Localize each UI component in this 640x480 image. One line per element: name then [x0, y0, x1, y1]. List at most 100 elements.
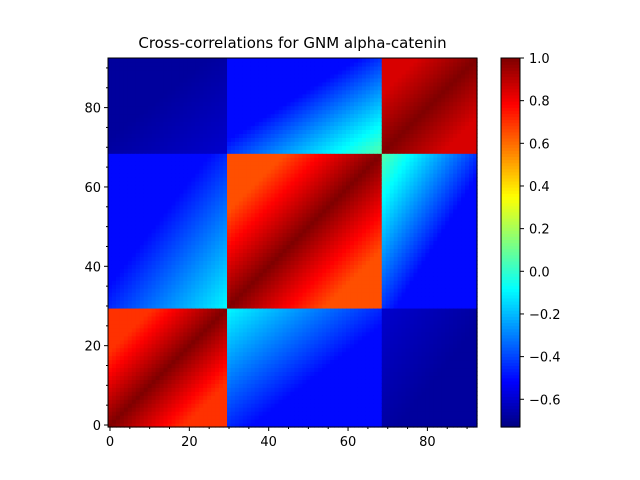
heatmap-cell [111, 161, 117, 166]
heatmap-cell [199, 315, 204, 321]
heatmap-cell [171, 399, 177, 404]
heatmap-cell [294, 371, 300, 377]
heatmap-cell [246, 137, 252, 142]
heatmap-cell [135, 395, 141, 400]
heatmap-cell [108, 423, 113, 428]
heatmap-cell [266, 387, 272, 392]
heatmap-cell [242, 204, 248, 210]
heatmap-cell [119, 351, 125, 357]
heatmap-cell [266, 153, 272, 158]
heatmap-cell [258, 351, 264, 357]
heatmap-cell [246, 85, 252, 91]
heatmap-cell [318, 319, 323, 325]
heatmap-cell [298, 355, 304, 361]
heatmap-cell [219, 196, 224, 202]
heatmap-cell [219, 69, 224, 75]
heatmap-cell [294, 89, 300, 95]
heatmap-cell [131, 113, 137, 119]
heatmap-cell [139, 367, 145, 373]
heatmap-cell [191, 423, 196, 428]
heatmap-cell [163, 423, 169, 428]
heatmap-cell [286, 256, 292, 261]
heatmap-cell [167, 188, 173, 194]
heatmap-cell [298, 212, 304, 218]
heatmap-cell [211, 323, 216, 329]
heatmap-cell [278, 93, 284, 99]
heatmap-cell [302, 300, 307, 305]
heatmap-cell [171, 129, 177, 134]
heatmap-cell [187, 149, 192, 154]
heatmap-cell [163, 327, 169, 333]
heatmap-cell [278, 256, 284, 261]
heatmap-cell [207, 165, 212, 170]
heatmap-cell [242, 311, 248, 317]
heatmap-cell [187, 272, 192, 277]
heatmap-cell [290, 379, 296, 384]
heatmap-cell [215, 117, 220, 123]
heatmap-cell [175, 65, 181, 71]
heatmap-cell [108, 58, 113, 63]
heatmap-cell [290, 117, 296, 123]
heatmap-cell [191, 403, 196, 408]
heatmap-cell [306, 236, 311, 242]
heatmap-cell [183, 153, 188, 158]
heatmap-cell [262, 58, 268, 63]
heatmap-cell [203, 379, 208, 384]
heatmap-cell [207, 137, 212, 142]
heatmap-cell [163, 355, 169, 361]
heatmap-cell [286, 232, 292, 238]
heatmap-cell [123, 145, 129, 150]
heatmap-cell [306, 411, 311, 416]
heatmap-cell [155, 331, 161, 337]
heatmap-cell [115, 240, 121, 246]
heatmap-cell [171, 359, 177, 365]
heatmap-cell [131, 355, 137, 361]
heatmap-cell [278, 304, 284, 309]
heatmap-cell [207, 153, 212, 158]
heatmap-cell [219, 141, 224, 146]
heatmap-cell [175, 304, 181, 309]
heatmap-cell [294, 383, 300, 388]
heatmap-cell [211, 141, 216, 146]
heatmap-cell [227, 355, 232, 361]
heatmap-cell [155, 232, 161, 238]
heatmap-cell [111, 304, 117, 309]
heatmap-cell [123, 224, 129, 230]
heatmap-cell [234, 141, 240, 146]
heatmap-cell [187, 260, 192, 265]
heatmap-cell [298, 61, 304, 67]
heatmap-cell [306, 335, 311, 341]
heatmap-cell [163, 224, 169, 230]
heatmap-cell [282, 208, 288, 214]
heatmap-cell [211, 403, 216, 408]
heatmap-cell [167, 292, 173, 297]
heatmap-cell [294, 256, 300, 261]
heatmap-cell [171, 403, 177, 408]
heatmap-cell [171, 224, 177, 230]
heatmap-cell [231, 129, 236, 134]
heatmap-cell [179, 383, 184, 388]
heatmap-cell [238, 379, 244, 384]
heatmap-cell [254, 141, 260, 146]
heatmap-cell [159, 208, 165, 214]
heatmap-cell [143, 315, 149, 321]
heatmap-cell [159, 403, 165, 408]
heatmap-cell [211, 109, 216, 115]
heatmap-cell [238, 153, 244, 158]
heatmap-cell [183, 105, 188, 111]
heatmap-cell [143, 256, 149, 261]
heatmap-cell [207, 343, 212, 349]
heatmap-cell [270, 415, 276, 420]
heatmap-cell [179, 415, 184, 420]
heatmap-cell [171, 391, 177, 396]
heatmap-cell [171, 423, 177, 428]
heatmap-cell [191, 248, 196, 254]
heatmap-cell [139, 85, 145, 91]
heatmap-cell [238, 89, 244, 95]
heatmap-cell [108, 232, 113, 238]
heatmap-cell [183, 137, 188, 142]
heatmap-cell [147, 307, 153, 313]
heatmap-cell [266, 264, 272, 269]
heatmap-cell [262, 288, 268, 293]
heatmap-cell [246, 77, 252, 83]
